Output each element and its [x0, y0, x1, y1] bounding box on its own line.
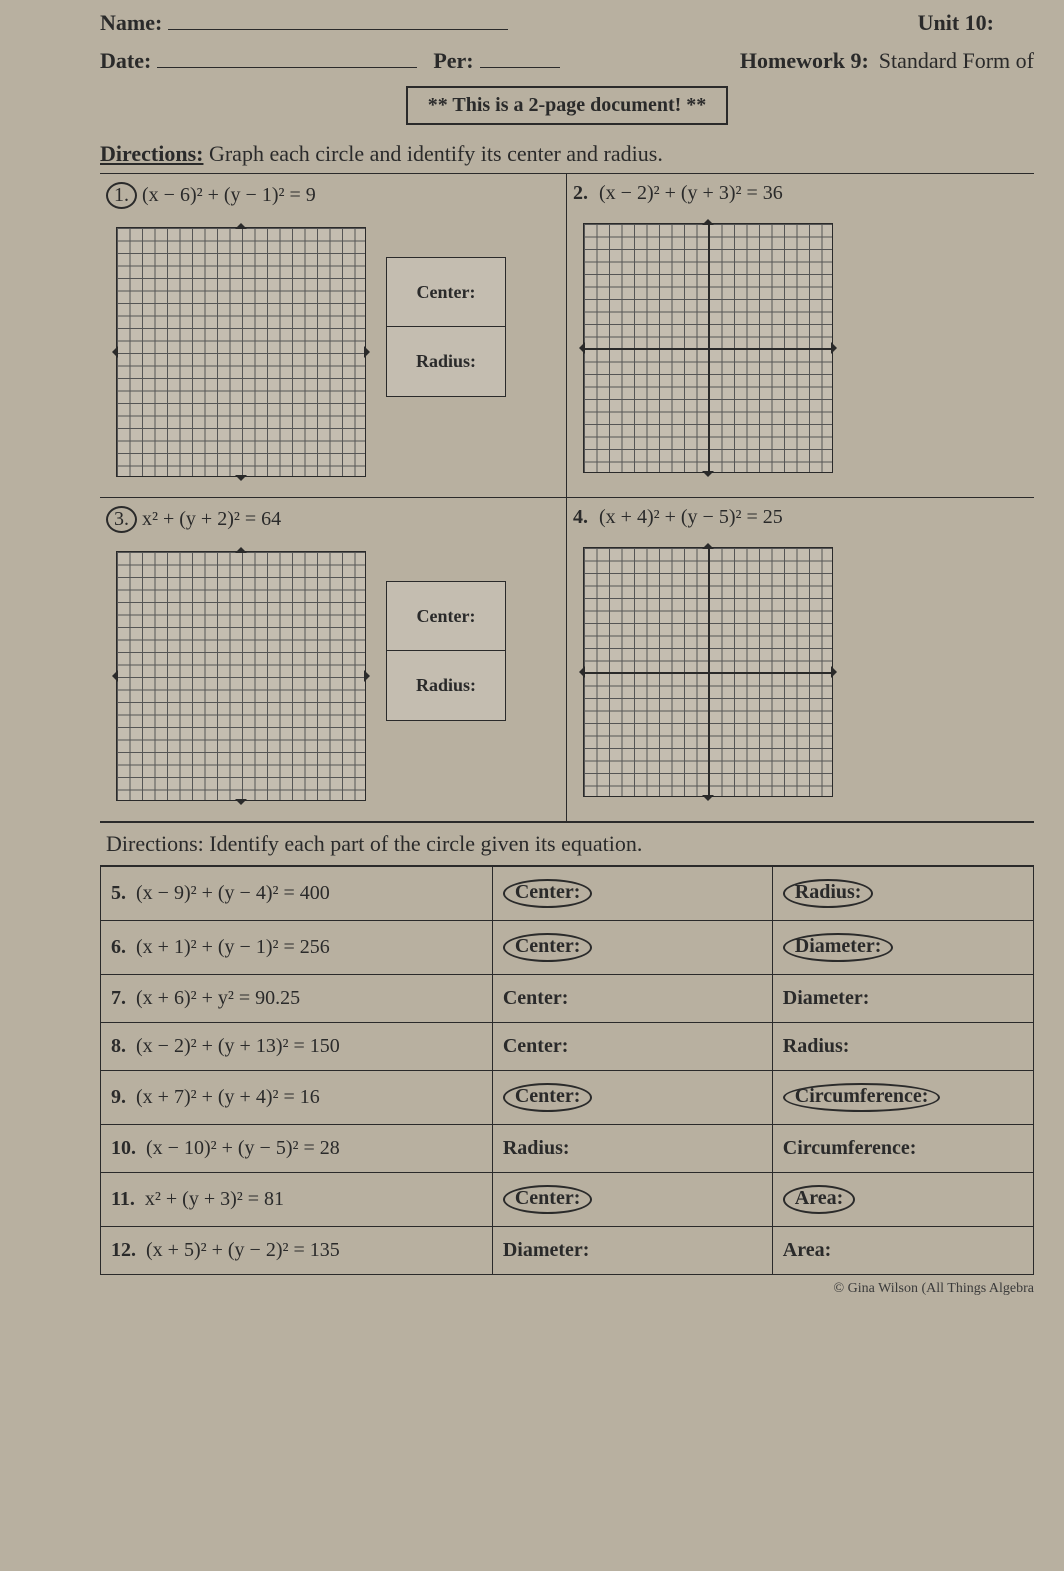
- directions-1: Directions: Graph each circle and identi…: [100, 141, 1034, 167]
- answer-cell-2[interactable]: Circumference:: [772, 1071, 1033, 1125]
- center-box[interactable]: Center:: [386, 581, 506, 651]
- answer-cell-2[interactable]: Radius:: [772, 1023, 1033, 1071]
- circled-label: Circumference:: [783, 1083, 941, 1112]
- problem-number: 2.: [573, 182, 588, 204]
- table-row: 6. (x + 1)² + (y − 1)² = 256 Center: Dia…: [101, 921, 1034, 975]
- circled-label: Diameter:: [783, 933, 894, 962]
- equation: 3. x² + (y + 2)² = 64: [106, 506, 560, 533]
- table-row: 5. (x − 9)² + (y − 4)² = 400 Center: Rad…: [101, 867, 1034, 921]
- answer-cell-2[interactable]: Radius:: [772, 867, 1033, 921]
- radius-box[interactable]: Radius:: [386, 327, 506, 397]
- directions1-text: Graph each circle and identify its cente…: [209, 141, 663, 166]
- problem-4: 4. (x + 4)² + (y − 5)² = 25: [567, 498, 1034, 822]
- answer-cell-1[interactable]: Center:: [492, 867, 772, 921]
- parts-table: 5. (x − 9)² + (y − 4)² = 400 Center: Rad…: [100, 866, 1034, 1275]
- coordinate-grid[interactable]: [116, 227, 366, 477]
- problem-number: 3.: [106, 506, 137, 533]
- graph-wrap: [573, 537, 843, 807]
- answer-cell-2[interactable]: Circumference:: [772, 1125, 1033, 1173]
- equation-cell: 8. (x − 2)² + (y + 13)² = 150: [101, 1023, 493, 1071]
- equation-cell: 5. (x − 9)² + (y − 4)² = 400: [101, 867, 493, 921]
- doc-notice: ** This is a 2-page document! **: [406, 86, 729, 125]
- problem-2: 2. (x − 2)² + (y + 3)² = 36: [567, 174, 1034, 498]
- equation: 1. (x − 6)² + (y − 1)² = 9: [106, 182, 560, 209]
- footer-copyright: © Gina Wilson (All Things Algebra: [100, 1281, 1034, 1297]
- coordinate-grid[interactable]: [116, 551, 366, 801]
- header-name-row: Name: Unit 10:: [100, 10, 1034, 36]
- problem-1: 1. (x − 6)² + (y − 1)² = 9 Center: Radiu…: [100, 174, 567, 498]
- graph-problems: 1. (x − 6)² + (y − 1)² = 9 Center: Radiu…: [100, 173, 1034, 822]
- answer-cell-1[interactable]: Center:: [492, 921, 772, 975]
- name-blank[interactable]: [168, 10, 508, 30]
- answer-cell-1[interactable]: Center:: [492, 1173, 772, 1227]
- answer-cell-1[interactable]: Radius:: [492, 1125, 772, 1173]
- equation-cell: 7. (x + 6)² + y² = 90.25: [101, 975, 493, 1023]
- date-blank[interactable]: [157, 48, 417, 68]
- answer-boxes: Center: Radius:: [386, 257, 506, 397]
- circled-label: Area:: [783, 1185, 856, 1214]
- directions1-label: Directions:: [100, 141, 203, 166]
- hw-label: Homework 9:: [740, 48, 869, 74]
- per-blank[interactable]: [480, 48, 560, 68]
- table-row: 8. (x − 2)² + (y + 13)² = 150 Center: Ra…: [101, 1023, 1034, 1071]
- directions2-text: Identify each part of the circle given i…: [209, 831, 642, 856]
- table-row: 11. x² + (y + 3)² = 81 Center: Area:: [101, 1173, 1034, 1227]
- circled-label: Radius:: [783, 879, 874, 908]
- equation-cell: 9. (x + 7)² + (y + 4)² = 16: [101, 1071, 493, 1125]
- circled-label: Center:: [503, 879, 593, 908]
- directions2-label: Directions:: [106, 831, 204, 856]
- answer-cell-1[interactable]: Center:: [492, 975, 772, 1023]
- directions-2: Directions: Identify each part of the ci…: [100, 823, 1034, 866]
- equation: 4. (x + 4)² + (y − 5)² = 25: [573, 506, 1028, 529]
- equation-cell: 11. x² + (y + 3)² = 81: [101, 1173, 493, 1227]
- answer-cell-2[interactable]: Area:: [772, 1227, 1033, 1275]
- graph-wrap: [106, 541, 376, 811]
- equation-cell: 6. (x + 1)² + (y − 1)² = 256: [101, 921, 493, 975]
- circled-label: Center:: [503, 1083, 593, 1112]
- table-section: Directions: Identify each part of the ci…: [100, 822, 1034, 1275]
- problem-number: 4.: [573, 506, 588, 528]
- answer-boxes: Center: Radius:: [386, 581, 506, 721]
- table-row: 10. (x − 10)² + (y − 5)² = 28 Radius: Ci…: [101, 1125, 1034, 1173]
- graph-wrap: [106, 217, 376, 487]
- per-label: Per:: [433, 48, 473, 74]
- table-row: 12. (x + 5)² + (y − 2)² = 135 Diameter: …: [101, 1227, 1034, 1275]
- table-row: 9. (x + 7)² + (y + 4)² = 16 Center: Circ…: [101, 1071, 1034, 1125]
- hw-title: Standard Form of: [879, 48, 1034, 74]
- radius-box[interactable]: Radius:: [386, 651, 506, 721]
- graph-wrap: [573, 213, 843, 483]
- problem-number: 1.: [106, 182, 137, 209]
- problem-3: 3. x² + (y + 2)² = 64 Center: Radius:: [100, 498, 567, 822]
- unit-label: Unit 10:: [918, 10, 994, 36]
- answer-cell-1[interactable]: Center:: [492, 1071, 772, 1125]
- notice-wrap: ** This is a 2-page document! **: [100, 86, 1034, 141]
- circled-label: Center:: [503, 933, 593, 962]
- equation: 2. (x − 2)² + (y + 3)² = 36: [573, 182, 1028, 205]
- equation-cell: 12. (x + 5)² + (y − 2)² = 135: [101, 1227, 493, 1275]
- name-label: Name:: [100, 10, 162, 36]
- coordinate-grid[interactable]: [583, 547, 833, 797]
- date-label: Date:: [100, 48, 151, 74]
- answer-cell-2[interactable]: Area:: [772, 1173, 1033, 1227]
- circled-label: Center:: [503, 1185, 593, 1214]
- header-date-row: Date: Per: Homework 9: Standard Form of: [100, 48, 1034, 74]
- answer-cell-1[interactable]: Diameter:: [492, 1227, 772, 1275]
- equation-cell: 10. (x − 10)² + (y − 5)² = 28: [101, 1125, 493, 1173]
- answer-cell-2[interactable]: Diameter:: [772, 975, 1033, 1023]
- answer-cell-1[interactable]: Center:: [492, 1023, 772, 1071]
- center-box[interactable]: Center:: [386, 257, 506, 327]
- answer-cell-2[interactable]: Diameter:: [772, 921, 1033, 975]
- table-row: 7. (x + 6)² + y² = 90.25 Center: Diamete…: [101, 975, 1034, 1023]
- coordinate-grid[interactable]: [583, 223, 833, 473]
